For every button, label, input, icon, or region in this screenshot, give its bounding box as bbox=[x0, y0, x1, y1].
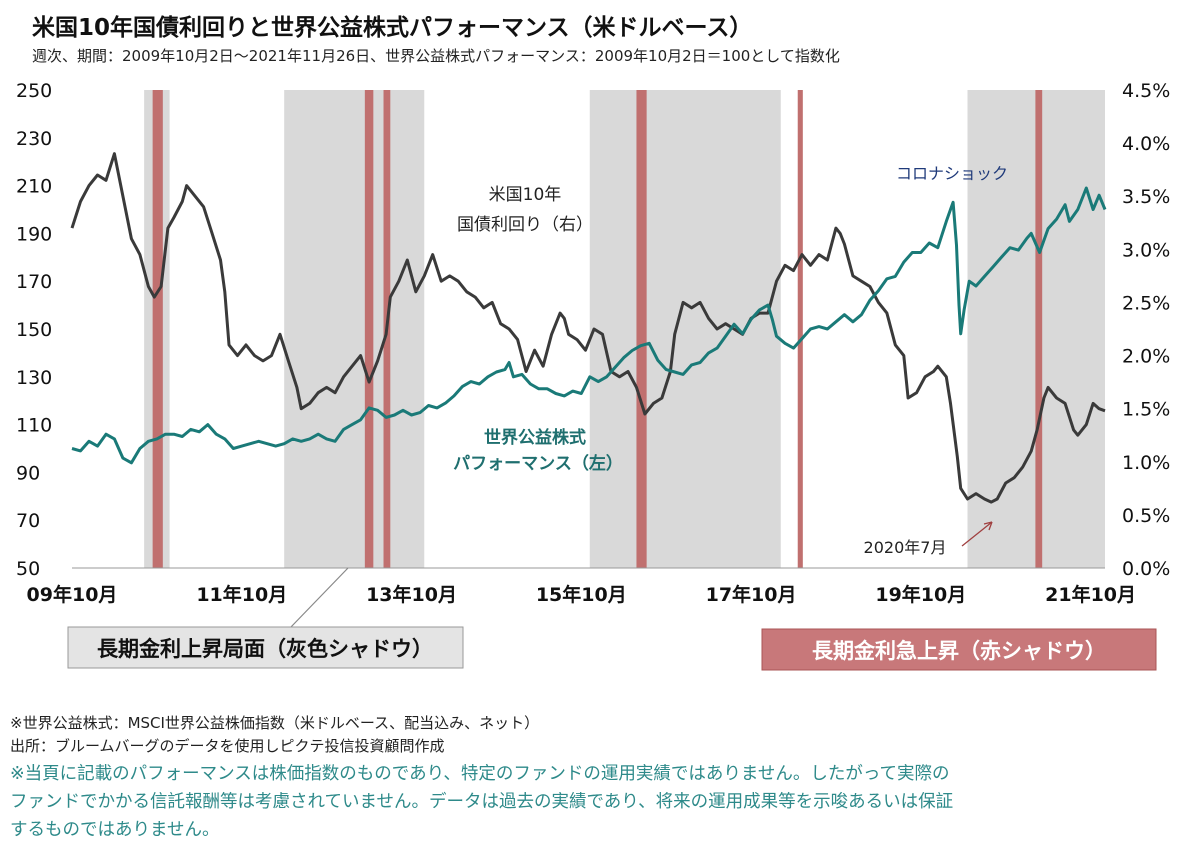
right-tick-label: 2.5% bbox=[1122, 292, 1170, 314]
chart-subtitle: 週次、期間：2009年10月2日～2021年11月26日、世界公益株式パフォーマ… bbox=[32, 47, 840, 65]
gray-legend-box bbox=[67, 626, 464, 669]
red-legend-box bbox=[761, 628, 1157, 671]
right-tick-label: 0.5% bbox=[1122, 505, 1170, 527]
series-layer bbox=[70, 152, 1107, 504]
left-tick-label: 110 bbox=[16, 415, 52, 437]
left-tick-label: 150 bbox=[16, 319, 52, 341]
disclaimer-line-2: ファンドでかかる信託報酬等は考慮されていません。データは過去の実績であり、将来の… bbox=[10, 792, 954, 812]
source-note-2: 出所：ブルームバーグのデータを使用しピクテ投信投資顧問作成 bbox=[10, 737, 445, 755]
yield-label-line1: 米国10年 bbox=[489, 185, 562, 205]
left-tick-label: 90 bbox=[16, 462, 40, 484]
gray-legend-text: 長期金利上昇局面（灰色シャドウ） bbox=[97, 637, 433, 661]
left-tick-label: 250 bbox=[16, 80, 52, 102]
july-2020-arrowhead bbox=[983, 521, 993, 531]
x-tick-label: 13年10月 bbox=[366, 583, 457, 606]
red-shadow-0 bbox=[152, 90, 163, 568]
corona-label: コロナショック bbox=[896, 164, 1008, 183]
x-tick-label: 17年10月 bbox=[706, 583, 797, 606]
right-tick-label: 4.0% bbox=[1122, 133, 1170, 155]
right-tick-label: 3.5% bbox=[1122, 186, 1170, 208]
gray-shadow-2 bbox=[589, 90, 781, 568]
disclaimer-line-1: ※当頁に記載のパフォーマンスは株価指数のものであり、特定のファンドの運用実績では… bbox=[10, 764, 950, 784]
right-tick-label: 1.5% bbox=[1122, 399, 1170, 421]
right-tick-label: 2.0% bbox=[1122, 346, 1170, 368]
axes-layer: 50 70 90 110 130 150 170 190 210 230 250 0.0% 0.5% 1.… bbox=[16, 80, 1170, 606]
right-tick-label: 0.0% bbox=[1122, 558, 1170, 580]
right-tick-label: 4.5% bbox=[1122, 80, 1170, 102]
left-tick-label: 70 bbox=[16, 510, 40, 532]
red-shadow-5 bbox=[1035, 90, 1043, 568]
x-tick-label: 11年10月 bbox=[196, 583, 287, 606]
red-legend-text: 長期金利急上昇（赤シャドウ） bbox=[812, 639, 1106, 663]
gray-legend-pointer bbox=[289, 567, 349, 629]
annotation-layer: 米国10年 国債利回り（右） 世界公益株式 パフォーマンス（左） コロナショック… bbox=[453, 164, 1008, 557]
equity-performance-line bbox=[71, 186, 1107, 465]
left-tick-label: 210 bbox=[16, 176, 52, 198]
left-tick-label: 170 bbox=[16, 271, 52, 293]
right-tick-label: 3.0% bbox=[1122, 239, 1170, 261]
chart-svg: 50 70 90 110 130 150 170 190 210 230 250 0.0% 0.5% 1.… bbox=[16, 80, 1170, 671]
yield-label-line2: 国債利回り（右） bbox=[457, 215, 593, 235]
legend: 長期金利上昇局面（灰色シャドウ） 長期金利急上昇（赤シャドウ） bbox=[67, 567, 1157, 671]
red-shadow-4 bbox=[797, 90, 803, 568]
left-tick-label: 50 bbox=[16, 558, 40, 580]
left-tick-label: 230 bbox=[16, 128, 52, 150]
x-tick-label: 15年10月 bbox=[536, 583, 627, 606]
x-tick-label: 19年10月 bbox=[875, 583, 966, 606]
july-2020-label: 2020年7月 bbox=[864, 538, 947, 557]
gray-shadow-1 bbox=[284, 90, 425, 568]
x-tick-label: 21年10月 bbox=[1045, 583, 1136, 606]
red-shadow-1 bbox=[364, 90, 374, 568]
x-tick-label: 09年10月 bbox=[27, 583, 118, 606]
shadow-layer bbox=[144, 90, 1105, 568]
red-shadow-3 bbox=[636, 90, 647, 568]
us-10y-yield-line bbox=[70, 152, 1106, 504]
right-tick-label: 1.0% bbox=[1122, 452, 1170, 474]
july-2020-arrow bbox=[961, 521, 993, 547]
left-tick-label: 190 bbox=[16, 223, 52, 245]
equity-label-line2: パフォーマンス（左） bbox=[453, 453, 623, 474]
equity-label-line1: 世界公益株式 bbox=[484, 427, 586, 448]
source-note-1: ※世界公益株式：MSCI世界公益株価指数（米ドルベース、配当込み、ネット） bbox=[10, 714, 540, 732]
chart-title: 米国10年国債利回りと世界公益株式パフォーマンス（米ドルベース） bbox=[32, 15, 753, 41]
disclaimer-line-3: するものではありません。 bbox=[10, 820, 220, 840]
left-tick-label: 130 bbox=[16, 367, 52, 389]
